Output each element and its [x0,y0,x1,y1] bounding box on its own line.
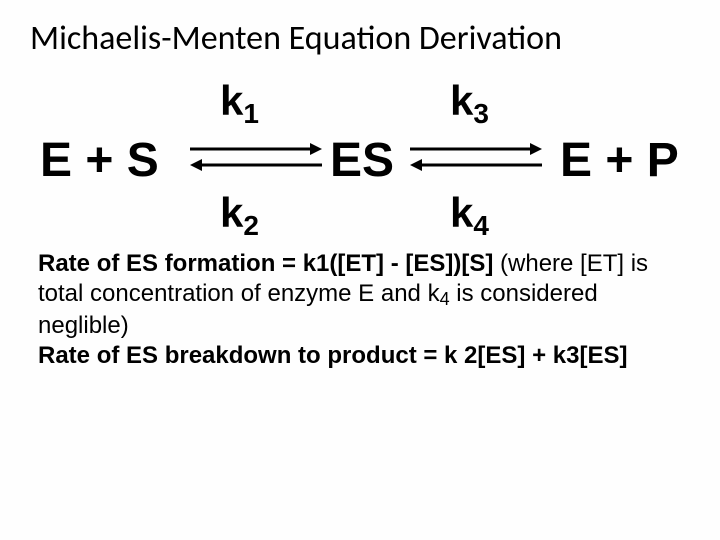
rate-k3-sub: 3 [473,98,489,129]
rate-k3: k3 [450,77,489,130]
rate-k1-base: k [220,77,243,124]
rate-k4-sub: 4 [473,210,489,241]
rate-k1-sub: 1 [243,98,259,129]
species-left: E + S [40,133,159,188]
derivation-text: Rate of ES formation = k1([ET] - [ES])[S… [30,249,690,371]
rate-k4-base: k [450,189,473,236]
rate-k1: k1 [220,77,259,130]
rate-k2-sub: 2 [243,210,259,241]
reaction-scheme: E + S ES E + P k1 k2 k3 k4 [30,71,690,241]
es-formation-sub: 4 [440,289,450,309]
rate-k3-base: k [450,77,473,124]
es-breakdown-bold: Rate of ES breakdown to product = k 2[ES… [38,342,627,369]
rate-k4: k4 [450,189,489,242]
rate-k2-base: k [220,189,243,236]
equilibrium-arrow-1 [186,133,326,181]
equilibrium-arrow-2 [406,133,546,181]
species-right: E + P [560,133,679,188]
rate-k2: k2 [220,189,259,242]
species-mid: ES [330,133,394,188]
es-formation-bold: Rate of ES formation = k1([ET] - [ES])[S… [38,250,493,277]
slide-title: Michaelis-Menten Equation Derivation [30,18,690,59]
